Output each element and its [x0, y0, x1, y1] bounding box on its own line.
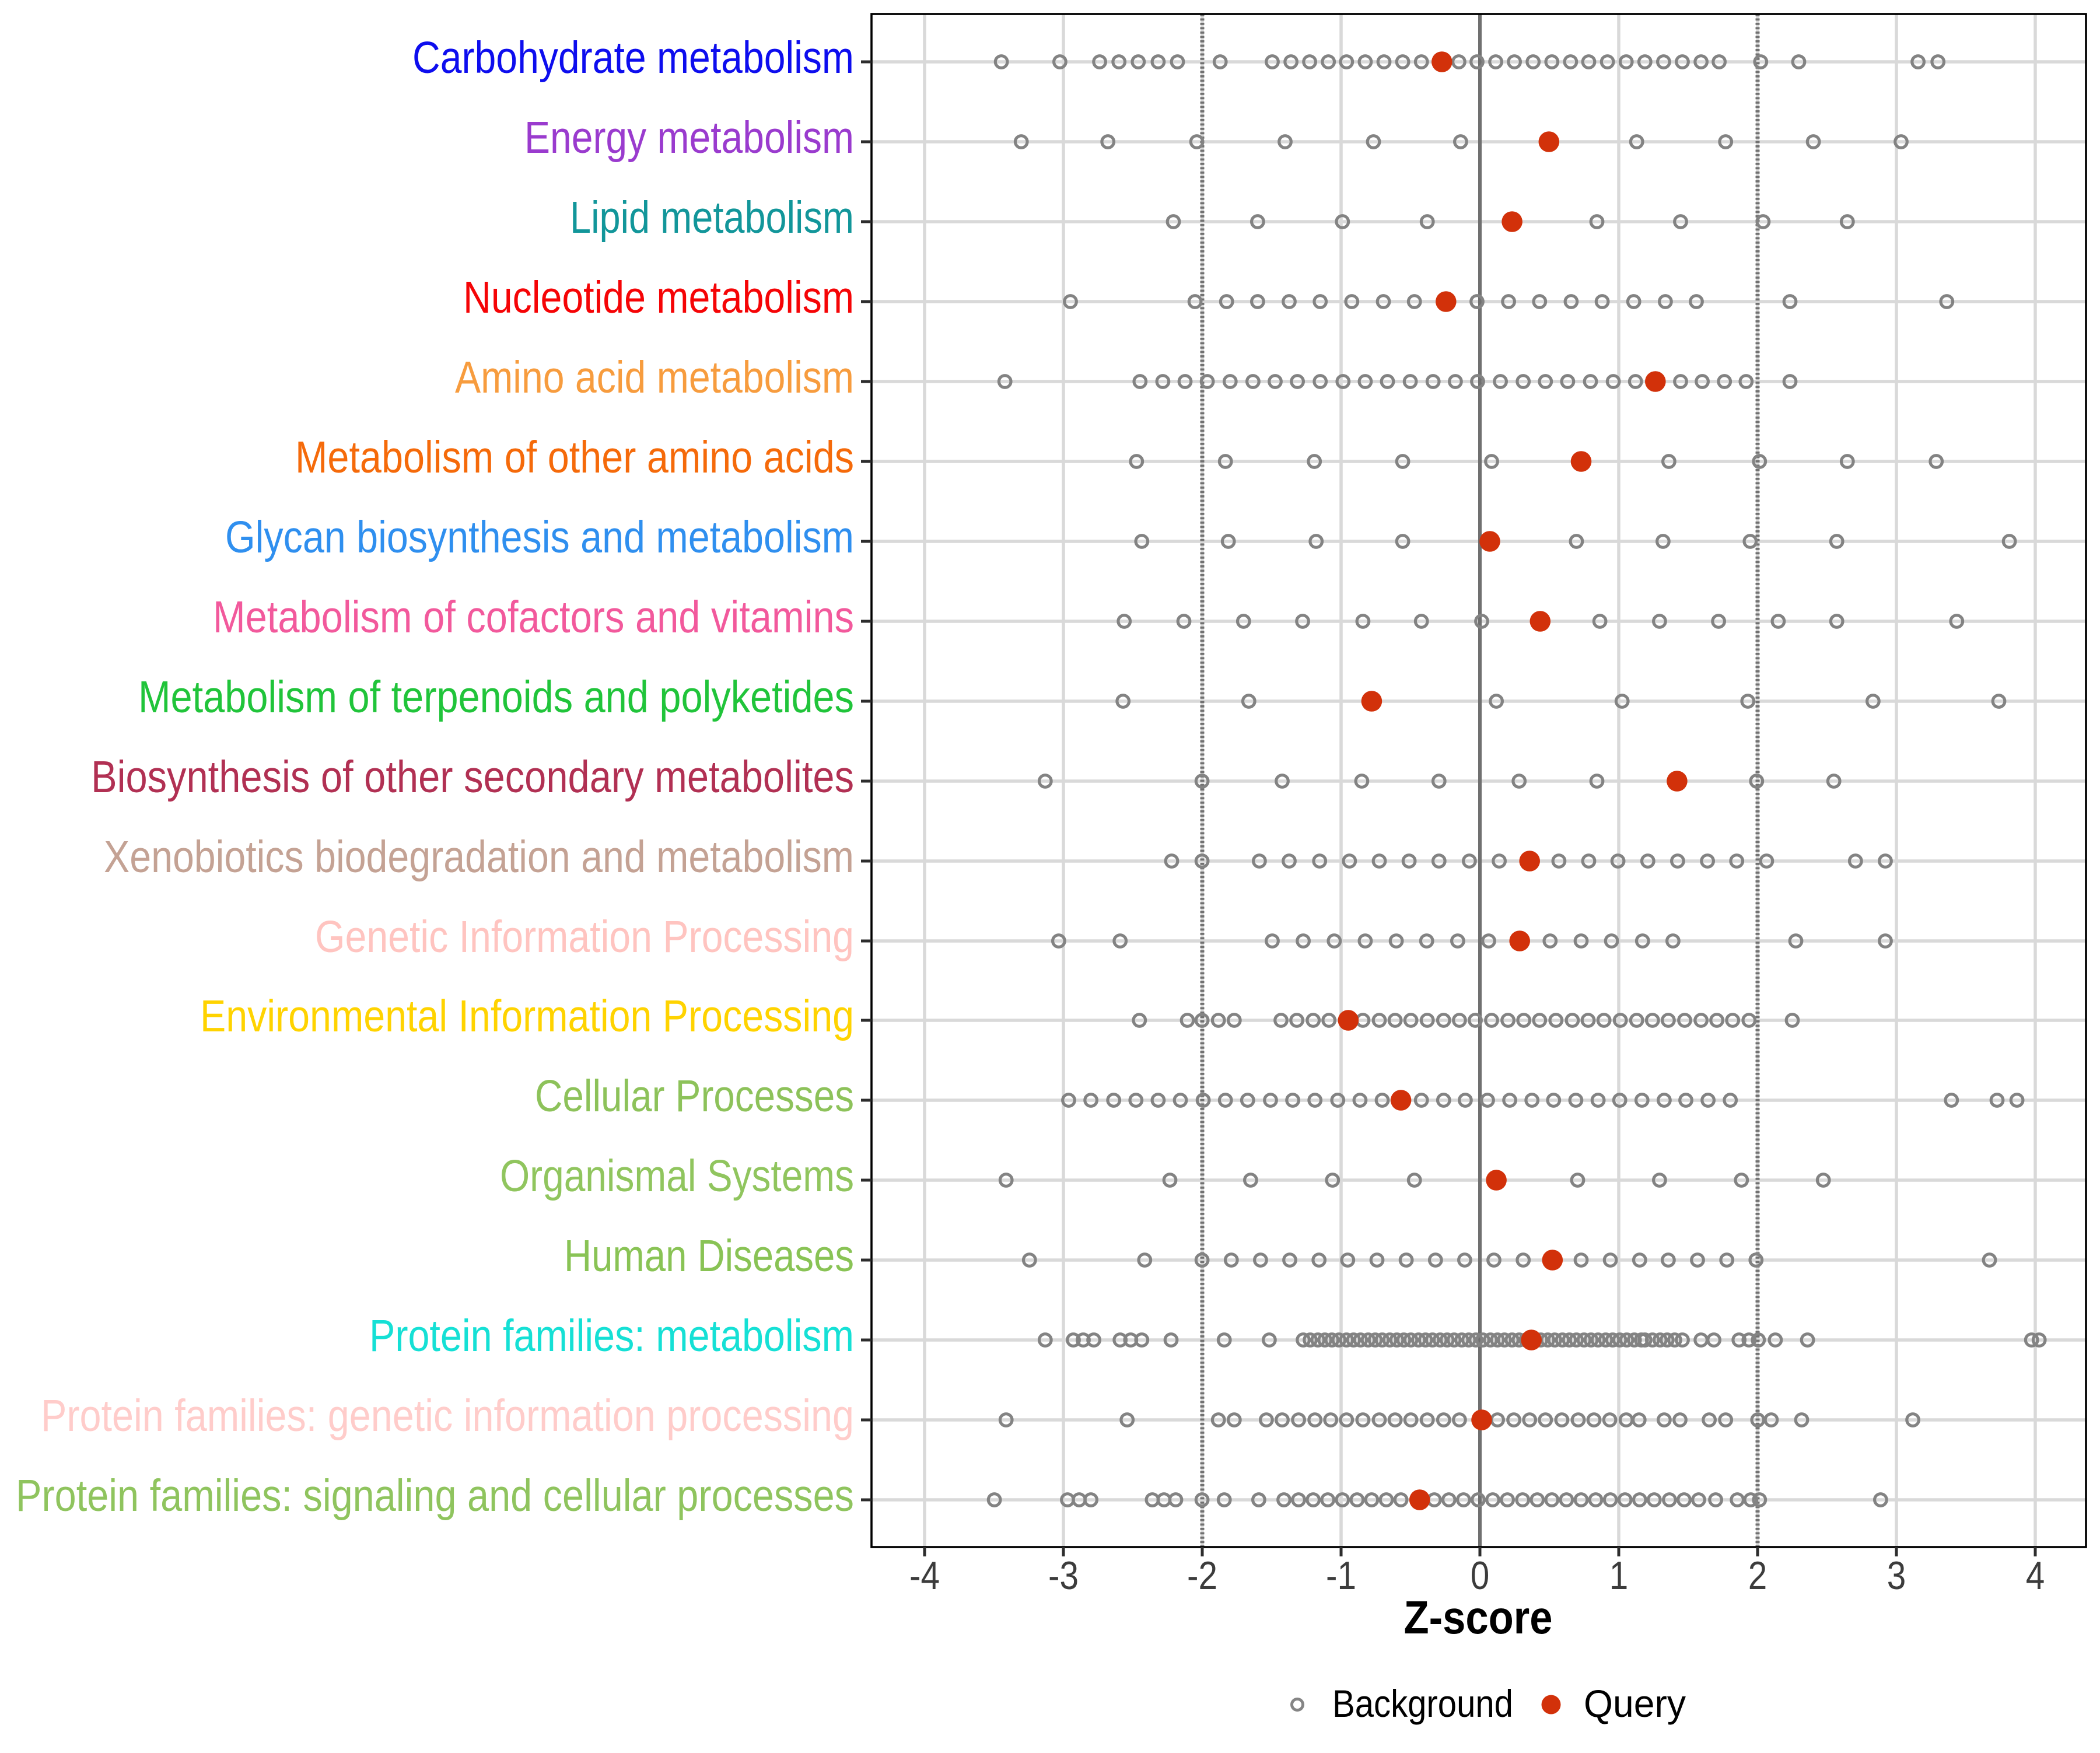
svg-text:Lipid metabolism: Lipid metabolism [570, 193, 854, 243]
svg-text:Background: Background [1332, 1682, 1513, 1725]
svg-text:Protein families: metabolism: Protein families: metabolism [369, 1311, 854, 1361]
svg-text:Metabolism of terpenoids and p: Metabolism of terpenoids and polyketides [138, 672, 854, 722]
svg-text:Organismal Systems: Organismal Systems [500, 1151, 854, 1201]
svg-text:Protein families: genetic info: Protein families: genetic information pr… [41, 1391, 854, 1441]
svg-text:Genetic Information Processing: Genetic Information Processing [315, 912, 854, 962]
svg-text:Energy metabolism: Energy metabolism [524, 113, 854, 163]
svg-text:Environmental Information Proc: Environmental Information Processing [200, 991, 854, 1041]
svg-text:Protein families: signaling an: Protein families: signaling and cellular… [16, 1471, 854, 1521]
svg-text:Human Diseases: Human Diseases [564, 1231, 854, 1281]
svg-text:-4: -4 [909, 1554, 940, 1598]
svg-text:Biosynthesis of other secondar: Biosynthesis of other secondary metaboli… [91, 752, 854, 802]
svg-text:0: 0 [1471, 1554, 1490, 1598]
svg-text:-2: -2 [1187, 1554, 1217, 1598]
svg-text:Glycan biosynthesis and metabo: Glycan biosynthesis and metabolism [225, 512, 854, 562]
svg-text:-1: -1 [1326, 1554, 1356, 1598]
svg-text:Xenobiotics biodegradation and: Xenobiotics biodegradation and metabolis… [104, 832, 854, 882]
svg-text:3: 3 [1887, 1554, 1906, 1598]
svg-text:Nucleotide metabolism: Nucleotide metabolism [463, 272, 854, 323]
svg-text:Metabolism of other amino acid: Metabolism of other amino acids [295, 432, 854, 482]
svg-text:1: 1 [1609, 1554, 1629, 1598]
svg-text:Cellular Processes: Cellular Processes [535, 1071, 854, 1121]
svg-text:Query: Query [1584, 1682, 1686, 1725]
svg-text:4: 4 [2026, 1554, 2045, 1598]
svg-text:Amino acid metabolism: Amino acid metabolism [455, 352, 854, 403]
svg-text:2: 2 [1748, 1554, 1768, 1598]
svg-text:Metabolism of cofactors and vi: Metabolism of cofactors and vitamins [213, 592, 854, 642]
svg-text:-3: -3 [1048, 1554, 1079, 1598]
svg-text:Carbohydrate metabolism: Carbohydrate metabolism [412, 33, 854, 83]
svg-text:Z-score: Z-score [1404, 1591, 1553, 1643]
